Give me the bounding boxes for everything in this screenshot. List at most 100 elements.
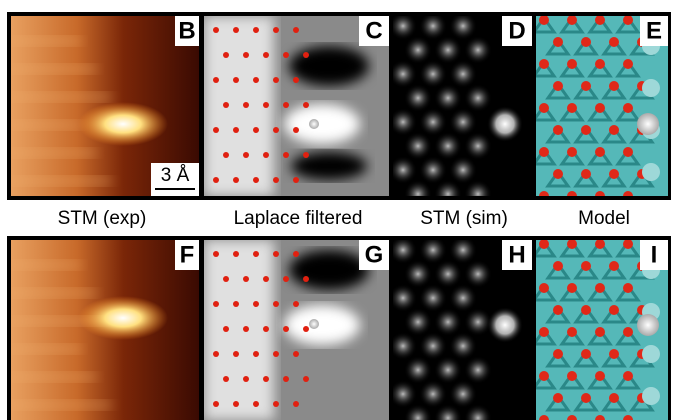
sim-dot: [464, 180, 492, 208]
atom-marker: [273, 251, 279, 257]
atom-marker: [283, 326, 289, 332]
oxygen-atom: [595, 371, 605, 381]
sim-dot: [464, 356, 492, 384]
oxygen-atom: [567, 147, 577, 157]
stm-streak: [11, 36, 81, 46]
stm-streak: [11, 92, 111, 102]
atom-marker: [263, 276, 269, 282]
oxygen-atom: [567, 371, 577, 381]
atom-marker: [303, 102, 309, 108]
column-label: STM (sim): [420, 208, 508, 229]
scale-bar-label: 3 Å: [161, 165, 190, 186]
oxygen-atom: [595, 59, 605, 69]
oxygen-atom: [581, 305, 591, 315]
sim-dot: [404, 308, 432, 336]
sim-dot: [434, 356, 462, 384]
atom-marker: [273, 401, 279, 407]
sim-dot: [389, 380, 417, 408]
oxygen-atom: [539, 371, 549, 381]
oxygen-atom: [567, 327, 577, 337]
atom-marker: [243, 152, 249, 158]
oxygen-atom: [623, 15, 633, 25]
atom-marker: [283, 376, 289, 382]
stm-spot: [78, 296, 168, 340]
panel-label: B: [178, 17, 195, 44]
atom-marker: [293, 351, 299, 357]
oxygen-atom: [539, 147, 549, 157]
sim-dot: [419, 380, 447, 408]
atom-marker: [233, 301, 239, 307]
sim-spot: [487, 106, 523, 142]
atom-marker: [233, 251, 239, 257]
laplace-dark: [289, 46, 369, 86]
sim-dot: [434, 308, 462, 336]
atom-marker: [293, 251, 299, 257]
oxygen-atom: [581, 37, 591, 47]
adatom: [637, 113, 659, 135]
column-label: STM (exp): [58, 208, 147, 229]
atom-marker: [213, 177, 219, 183]
atom-marker: [253, 301, 259, 307]
atom-marker: [213, 401, 219, 407]
sim-dot: [389, 60, 417, 88]
sim-dot: [434, 36, 462, 64]
oxygen-atom: [539, 103, 549, 113]
oxygen-atom: [567, 15, 577, 25]
atom-marker: [253, 177, 259, 183]
oxygen-atom: [539, 15, 549, 25]
sim-dot: [419, 12, 447, 40]
oxygen-atom: [553, 37, 563, 47]
sim-dot: [419, 236, 447, 264]
atom-marker: [233, 27, 239, 33]
sim-dot: [449, 108, 477, 136]
metal-atom: [642, 345, 660, 363]
sim-dot: [449, 284, 477, 312]
oxygen-atom: [539, 239, 549, 249]
panel: C: [204, 16, 389, 196]
atom-marker: [303, 52, 309, 58]
oxygen-atom: [553, 125, 563, 135]
sim-dot: [419, 332, 447, 360]
stm-streak: [11, 400, 111, 410]
oxygen-atom: [567, 59, 577, 69]
laplace-dark: [291, 152, 367, 180]
panel-label: F: [180, 241, 195, 268]
stm-streak: [11, 288, 96, 298]
adatom: [637, 314, 659, 336]
atom-marker: [303, 276, 309, 282]
atom-marker: [223, 152, 229, 158]
stm-streak: [11, 176, 111, 186]
sim-dot: [389, 236, 417, 264]
oxygen-atom: [623, 327, 633, 337]
atom-marker: [223, 326, 229, 332]
atom-marker: [253, 127, 259, 133]
oxygen-atom: [553, 393, 563, 403]
laplace-dark: [289, 250, 369, 290]
atom-marker: [263, 52, 269, 58]
panel: E: [534, 15, 668, 208]
oxygen-atom: [595, 147, 605, 157]
atom-marker: [303, 376, 309, 382]
sim-dot: [389, 12, 417, 40]
oxygen-atom: [609, 305, 619, 315]
oxygen-atom: [595, 103, 605, 113]
oxygen-atom: [609, 125, 619, 135]
oxygen-atom: [623, 59, 633, 69]
oxygen-atom: [623, 147, 633, 157]
oxygen-atom: [553, 261, 563, 271]
atom-marker: [293, 27, 299, 33]
oxygen-atom: [623, 371, 633, 381]
atom-marker: [253, 77, 259, 83]
oxygen-atom: [595, 327, 605, 337]
sim-dot: [434, 180, 462, 208]
sim-dot: [434, 132, 462, 160]
sim-dot: [449, 236, 477, 264]
atom-marker: [243, 52, 249, 58]
sim-dot: [464, 132, 492, 160]
sim-dot: [404, 260, 432, 288]
panel: H: [389, 236, 532, 420]
panel: G: [204, 240, 389, 420]
atom-marker: [283, 276, 289, 282]
stm-streak: [11, 64, 96, 74]
oxygen-atom: [595, 239, 605, 249]
